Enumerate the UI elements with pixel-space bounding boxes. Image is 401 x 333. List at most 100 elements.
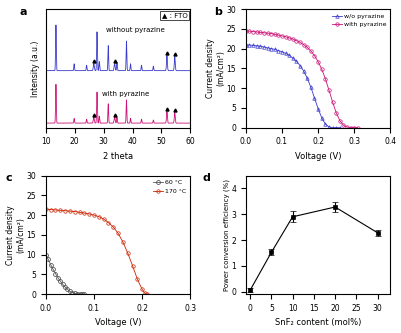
w/o pyrazine bbox=[311, 96, 316, 100]
Text: b: b bbox=[213, 7, 221, 17]
with pyrazine bbox=[304, 45, 309, 49]
w/o pyrazine bbox=[254, 44, 259, 48]
Line: with pyrazine: with pyrazine bbox=[243, 29, 359, 130]
w/o pyrazine bbox=[300, 69, 305, 73]
w/o pyrazine bbox=[322, 122, 327, 126]
170 °C bbox=[120, 240, 125, 244]
w/o pyrazine bbox=[297, 64, 302, 68]
with pyrazine bbox=[275, 33, 280, 37]
170 °C bbox=[43, 207, 48, 211]
with pyrazine bbox=[254, 30, 259, 34]
with pyrazine bbox=[300, 43, 305, 47]
60 °C bbox=[60, 282, 65, 286]
60 °C bbox=[79, 292, 84, 296]
with pyrazine bbox=[243, 29, 248, 33]
with pyrazine bbox=[279, 34, 284, 38]
w/o pyrazine bbox=[282, 51, 287, 55]
Text: ▲ : FTO: ▲ : FTO bbox=[161, 13, 187, 19]
170 °C bbox=[125, 251, 130, 255]
Line: w/o pyrazine: w/o pyrazine bbox=[243, 43, 341, 130]
with pyrazine bbox=[354, 126, 359, 130]
with pyrazine bbox=[271, 32, 276, 36]
w/o pyrazine bbox=[336, 126, 341, 130]
Line: 170 °C: 170 °C bbox=[44, 207, 148, 296]
with pyrazine bbox=[264, 31, 269, 35]
170 °C bbox=[106, 220, 111, 224]
170 °C bbox=[130, 264, 135, 268]
w/o pyrazine bbox=[268, 47, 273, 51]
with pyrazine bbox=[336, 119, 341, 123]
Line: 60 °C: 60 °C bbox=[44, 253, 86, 296]
with pyrazine bbox=[247, 29, 251, 33]
170 °C bbox=[115, 231, 120, 235]
60 °C bbox=[48, 262, 53, 266]
Y-axis label: Current density
(mA/cm²): Current density (mA/cm²) bbox=[205, 39, 225, 98]
Y-axis label: Power conversion efficiency (%): Power conversion efficiency (%) bbox=[223, 179, 229, 291]
w/o pyrazine bbox=[318, 116, 323, 120]
with pyrazine bbox=[297, 40, 302, 44]
Text: with pyrazine: with pyrazine bbox=[101, 92, 148, 98]
170 °C bbox=[142, 291, 147, 295]
60 °C bbox=[43, 253, 48, 257]
w/o pyrazine bbox=[275, 49, 280, 53]
170 °C bbox=[140, 287, 144, 291]
w/o pyrazine bbox=[326, 125, 330, 129]
60 °C bbox=[63, 285, 67, 289]
w/o pyrazine bbox=[290, 56, 294, 60]
60 °C bbox=[55, 276, 60, 280]
with pyrazine bbox=[257, 30, 262, 34]
60 °C bbox=[70, 291, 75, 295]
60 °C bbox=[77, 292, 82, 296]
170 °C bbox=[58, 208, 63, 212]
with pyrazine bbox=[311, 54, 316, 58]
170 °C bbox=[87, 212, 91, 216]
with pyrazine bbox=[290, 37, 294, 41]
w/o pyrazine bbox=[286, 53, 291, 57]
170 °C bbox=[101, 217, 106, 221]
w/o pyrazine bbox=[243, 43, 248, 47]
170 °C bbox=[91, 213, 96, 217]
w/o pyrazine bbox=[250, 43, 255, 47]
w/o pyrazine bbox=[271, 47, 276, 51]
Legend: 60 °C, 170 °C: 60 °C, 170 °C bbox=[152, 179, 187, 195]
X-axis label: Voltage (V): Voltage (V) bbox=[294, 152, 340, 161]
w/o pyrazine bbox=[308, 85, 312, 89]
X-axis label: 2 theta: 2 theta bbox=[103, 152, 133, 161]
w/o pyrazine bbox=[257, 44, 262, 48]
60 °C bbox=[82, 292, 87, 296]
w/o pyrazine bbox=[247, 43, 251, 47]
w/o pyrazine bbox=[329, 126, 334, 130]
60 °C bbox=[72, 291, 77, 295]
60 °C bbox=[58, 279, 63, 283]
170 °C bbox=[48, 207, 53, 211]
w/o pyrazine bbox=[293, 59, 298, 63]
170 °C bbox=[82, 211, 87, 215]
with pyrazine bbox=[308, 49, 312, 53]
with pyrazine bbox=[315, 60, 320, 64]
60 °C bbox=[51, 267, 55, 271]
60 °C bbox=[46, 257, 51, 261]
with pyrazine bbox=[322, 77, 327, 81]
Text: without pyrazine: without pyrazine bbox=[106, 27, 164, 33]
with pyrazine bbox=[286, 36, 291, 40]
with pyrazine bbox=[318, 67, 323, 71]
X-axis label: SnF₂ content (mol%): SnF₂ content (mol%) bbox=[274, 318, 360, 327]
with pyrazine bbox=[329, 100, 334, 104]
60 °C bbox=[53, 272, 58, 276]
Y-axis label: Intensity (a.u.): Intensity (a.u.) bbox=[31, 40, 40, 97]
Legend: w/o pyrazine, with pyrazine: w/o pyrazine, with pyrazine bbox=[330, 12, 386, 29]
170 °C bbox=[111, 225, 115, 229]
Text: c: c bbox=[5, 173, 12, 183]
w/o pyrazine bbox=[264, 46, 269, 50]
Y-axis label: Current density
(mA/cm²): Current density (mA/cm²) bbox=[6, 205, 25, 265]
X-axis label: Voltage (V): Voltage (V) bbox=[95, 318, 141, 327]
w/o pyrazine bbox=[304, 76, 309, 80]
w/o pyrazine bbox=[261, 45, 265, 49]
with pyrazine bbox=[261, 31, 265, 35]
with pyrazine bbox=[268, 32, 273, 36]
with pyrazine bbox=[347, 126, 352, 130]
w/o pyrazine bbox=[333, 126, 338, 130]
170 °C bbox=[96, 215, 101, 219]
with pyrazine bbox=[340, 123, 345, 127]
170 °C bbox=[72, 209, 77, 213]
